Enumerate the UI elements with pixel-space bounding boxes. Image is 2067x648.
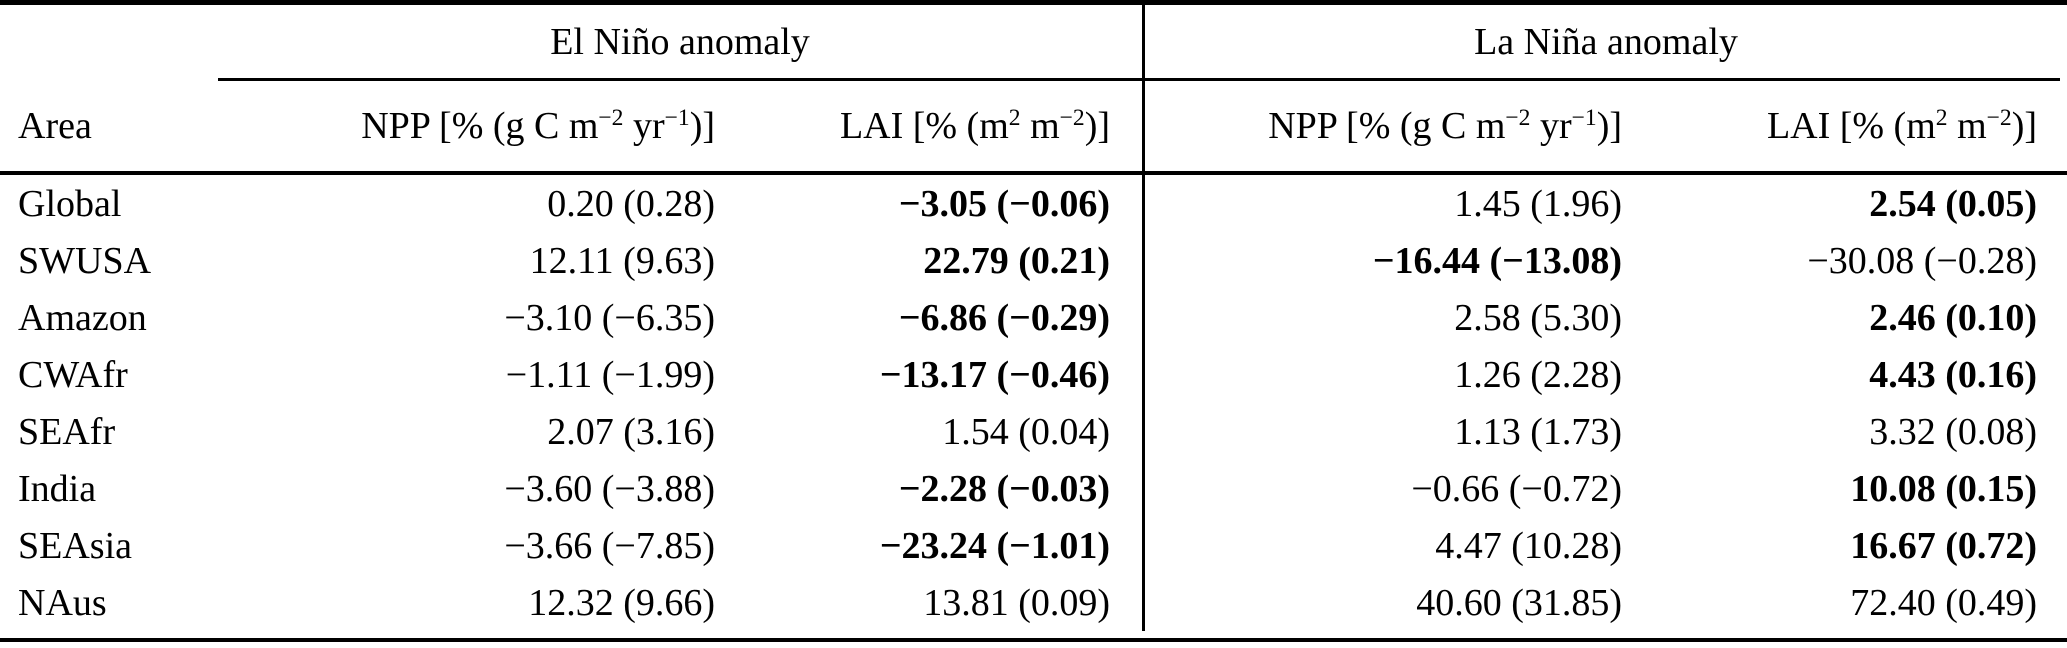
group-header-underline-row — [0, 78, 2067, 81]
value-cell-lai-elnino: −2.28 (−0.03) — [898, 467, 1110, 510]
group-header-el-nino: El Niño anomaly — [218, 5, 1142, 78]
column-header-area: Area — [0, 81, 218, 171]
value-cell-npp-lanina: 1.45 (1.96) — [1142, 175, 1660, 232]
value-cell-npp-elnino: −1.11 (−1.99) — [505, 353, 715, 396]
table-row: NAus 12.32 (9.66) 13.81 (0.09) 40.60 (31… — [0, 574, 2067, 631]
table-row: CWAfr −1.11 (−1.99) −13.17 (−0.46) 1.26 … — [0, 346, 2067, 403]
group-header-la-nina: La Niña anomaly — [1142, 5, 2067, 78]
lai-exponent-1: 2 — [1935, 105, 1948, 132]
table-bottom-rule — [0, 638, 2067, 642]
value-cell-npp-elnino: −3.60 (−3.88) — [504, 467, 715, 510]
column-header-lai-elnino: LAI [% (m2 m−2)] — [745, 81, 1142, 171]
lai-exponent-2: −2 — [1059, 105, 1085, 132]
value-cell-lai-lanina: 2.46 (0.10) — [1869, 296, 2037, 339]
lai-unit-label: LAI [% (m2 m−2)] — [1766, 105, 2037, 147]
value-cell-lai-elnino: −13.17 (−0.46) — [879, 353, 1110, 396]
table-row: Global 0.20 (0.28) −3.05 (−0.06) 1.45 (1… — [0, 175, 2067, 232]
area-cell: SWUSA — [18, 239, 152, 282]
value-cell-lai-elnino: −23.24 (−1.01) — [879, 524, 1110, 567]
area-cell: Amazon — [18, 296, 147, 339]
lai-exponent-2: −2 — [1986, 105, 2012, 132]
value-cell-lai-lanina: 3.32 (0.08) — [1869, 410, 2037, 453]
value-cell-lai-elnino: 22.79 (0.21) — [923, 239, 1110, 282]
area-cell: SEAsia — [18, 524, 132, 567]
value-cell-lai-lanina: 16.67 (0.72) — [1850, 524, 2037, 567]
column-header-area-label: Area — [18, 105, 92, 147]
value-cell-npp-lanina: 2.58 (5.30) — [1142, 289, 1660, 346]
bottom-spacer — [0, 631, 2067, 638]
table-row: SEAsia −3.66 (−7.85) −23.24 (−1.01) 4.47… — [0, 517, 2067, 574]
value-cell-npp-lanina: −16.44 (−13.08) — [1142, 232, 1660, 289]
group-header-row: El Niño anomaly La Niña anomaly — [0, 5, 2067, 78]
value-cell-npp-elnino: −3.66 (−7.85) — [504, 524, 715, 567]
group-header-empty-cell — [0, 5, 218, 78]
npp-exponent-2: −1 — [1571, 105, 1597, 132]
npp-unit-label: NPP [% (g C m−2 yr−1)] — [1268, 105, 1622, 147]
lai-exponent-1: 2 — [1008, 105, 1021, 132]
column-header-lai-lanina: LAI [% (m2 m−2)] — [1660, 81, 2067, 171]
group-header-underline — [218, 78, 2060, 81]
value-cell-npp-lanina: 4.47 (10.28) — [1142, 517, 1660, 574]
group-header-el-nino-label: El Niño anomaly — [550, 20, 810, 63]
value-cell-npp-lanina: −0.66 (−0.72) — [1142, 460, 1660, 517]
table-row: SEAfr 2.07 (3.16) 1.54 (0.04) 1.13 (1.73… — [0, 403, 2067, 460]
table-row: India −3.60 (−3.88) −2.28 (−0.03) −0.66 … — [0, 460, 2067, 517]
value-cell-npp-elnino: 2.07 (3.16) — [547, 410, 715, 453]
value-cell-lai-lanina: −30.08 (−0.28) — [1807, 239, 2037, 282]
column-header-npp-elnino: NPP [% (g C m−2 yr−1)] — [218, 81, 745, 171]
value-cell-npp-lanina: 1.13 (1.73) — [1142, 403, 1660, 460]
table-body: Global 0.20 (0.28) −3.05 (−0.06) 1.45 (1… — [0, 175, 2067, 631]
value-cell-lai-elnino: 13.81 (0.09) — [923, 581, 1110, 624]
table-top-rule — [0, 0, 2067, 5]
group-header-la-nina-label: La Niña anomaly — [1474, 20, 1738, 63]
value-cell-lai-elnino: −6.86 (−0.29) — [898, 296, 1110, 339]
value-cell-npp-elnino: 12.32 (9.66) — [528, 581, 715, 624]
area-cell: India — [18, 467, 97, 510]
npp-exponent-2: −1 — [664, 105, 690, 132]
value-cell-lai-elnino: 1.54 (0.04) — [942, 410, 1110, 453]
area-cell: SEAfr — [18, 410, 116, 453]
value-cell-npp-lanina: 40.60 (31.85) — [1142, 574, 1660, 631]
area-cell: Global — [18, 182, 122, 225]
area-cell: NAus — [18, 581, 107, 624]
header-bottom-rule — [0, 171, 2067, 175]
npp-exponent-1: −2 — [598, 105, 624, 132]
column-header-row: Area NPP [% (g C m−2 yr−1)] LAI [% (m2 m… — [0, 81, 2067, 171]
npp-exponent-1: −2 — [1505, 105, 1531, 132]
value-cell-npp-elnino: −3.10 (−6.35) — [504, 296, 715, 339]
value-cell-lai-lanina: 10.08 (0.15) — [1850, 467, 2037, 510]
value-cell-lai-lanina: 4.43 (0.16) — [1869, 353, 2037, 396]
value-cell-lai-elnino: −3.05 (−0.06) — [898, 182, 1110, 225]
npp-unit-label: NPP [% (g C m−2 yr−1)] — [361, 105, 715, 147]
lai-unit-label: LAI [% (m2 m−2)] — [839, 105, 1110, 147]
value-cell-npp-elnino: 12.11 (9.63) — [529, 239, 715, 282]
column-header-npp-lanina: NPP [% (g C m−2 yr−1)] — [1142, 81, 1660, 171]
value-cell-lai-lanina: 72.40 (0.49) — [1850, 581, 2037, 624]
table-row: SWUSA 12.11 (9.63) 22.79 (0.21) −16.44 (… — [0, 232, 2067, 289]
table-row: Amazon −3.10 (−6.35) −6.86 (−0.29) 2.58 … — [0, 289, 2067, 346]
value-cell-npp-lanina: 1.26 (2.28) — [1142, 346, 1660, 403]
value-cell-npp-elnino: 0.20 (0.28) — [547, 182, 715, 225]
value-cell-lai-lanina: 2.54 (0.05) — [1869, 182, 2037, 225]
area-cell: CWAfr — [18, 353, 128, 396]
